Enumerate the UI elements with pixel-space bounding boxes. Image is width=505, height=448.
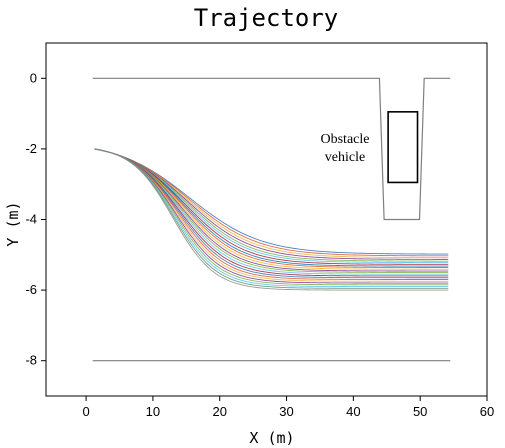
x-tick-label: 50 bbox=[413, 404, 427, 419]
trajectory-line bbox=[94, 148, 449, 270]
upper-road-boundary bbox=[92, 77, 451, 221]
trajectory-line bbox=[94, 148, 449, 273]
x-tick-label: 60 bbox=[480, 404, 494, 419]
x-tick-label: 20 bbox=[212, 404, 226, 419]
trajectory-line bbox=[94, 148, 449, 264]
trajectory-line bbox=[94, 148, 449, 286]
y-tick-label: -2 bbox=[25, 141, 37, 156]
trajectory-line bbox=[94, 148, 449, 260]
trajectory-line bbox=[94, 148, 449, 259]
trajectory-line bbox=[94, 148, 449, 277]
x-axis-label: X (m) bbox=[249, 429, 294, 447]
trajectory-line bbox=[94, 148, 449, 275]
y-tick-label: -8 bbox=[25, 353, 37, 368]
trajectory-line bbox=[94, 148, 449, 284]
chart-title: Trajectory bbox=[194, 4, 339, 32]
trajectory-line bbox=[94, 148, 449, 280]
trajectory-line bbox=[94, 148, 449, 272]
y-tick-label: 0 bbox=[30, 70, 37, 85]
x-axis-ticks: 0 10 20 30 40 50 60 bbox=[82, 396, 494, 419]
trajectory-line bbox=[94, 148, 449, 288]
x-tick-label: 30 bbox=[279, 404, 293, 419]
y-tick-label: -4 bbox=[25, 212, 37, 227]
y-axis-label: Y (m) bbox=[4, 201, 22, 246]
x-tick-label: 40 bbox=[346, 404, 360, 419]
trajectory-line bbox=[94, 148, 449, 265]
obstacle-vehicle-label: Obstacle vehicle bbox=[321, 132, 370, 165]
trajectory-line bbox=[94, 148, 449, 279]
x-tick-label: 10 bbox=[146, 404, 160, 419]
plot-content: Obstacle vehicle bbox=[92, 77, 451, 362]
trajectory-line bbox=[94, 148, 449, 257]
obstacle-vehicle-box bbox=[387, 111, 419, 184]
x-tick-label: 0 bbox=[82, 404, 89, 419]
y-tick-label: -6 bbox=[25, 282, 37, 297]
plot-area-frame bbox=[45, 42, 488, 397]
trajectory-line bbox=[94, 148, 449, 289]
trajectory-line bbox=[94, 148, 449, 291]
trajectory-line bbox=[94, 148, 449, 282]
y-axis-ticks: 0 -2 -4 -6 -8 bbox=[25, 70, 46, 368]
trajectory-line bbox=[94, 148, 449, 255]
trajectory-line bbox=[94, 148, 449, 268]
trajectory-line bbox=[94, 148, 449, 262]
